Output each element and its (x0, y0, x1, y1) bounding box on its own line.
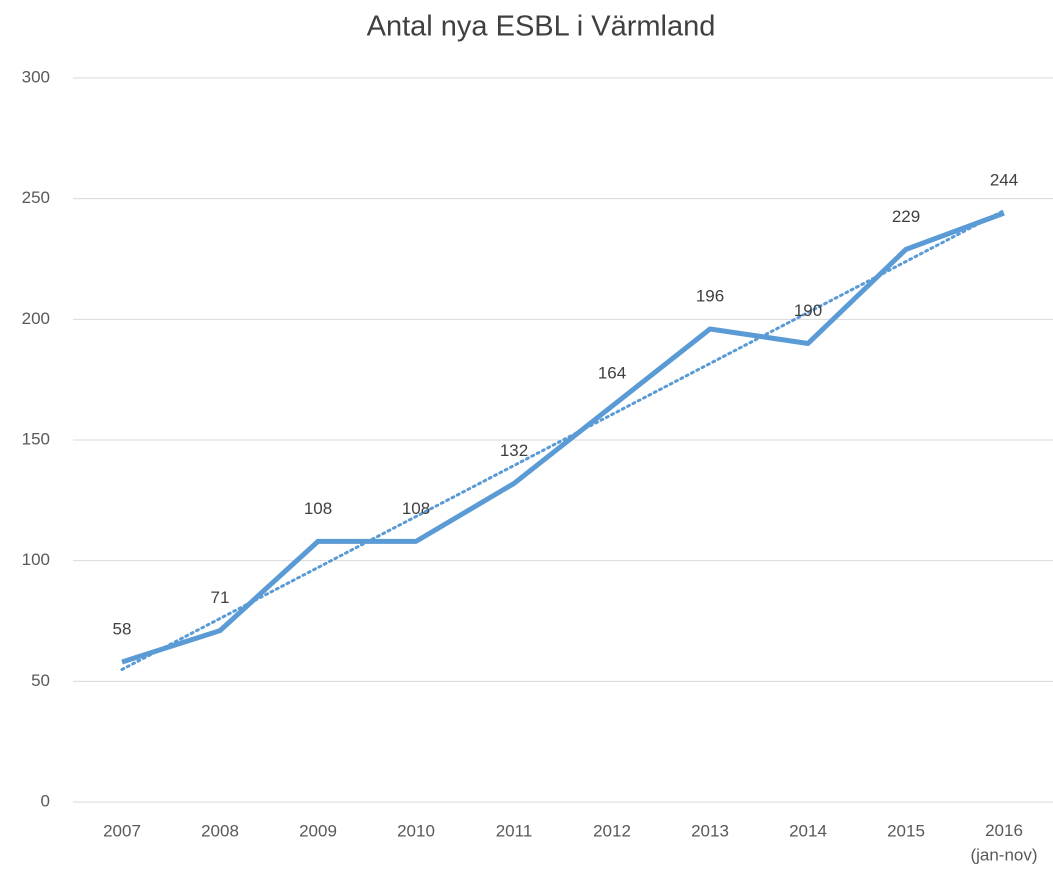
x-tick-label: 2008 (201, 821, 239, 840)
y-tick-label: 0 (41, 791, 50, 810)
x-tick-label: 2011 (496, 821, 533, 840)
x-tick-label: 2015 (887, 821, 925, 840)
data-label: 71 (211, 588, 230, 607)
data-label: 164 (598, 364, 626, 383)
y-tick-label: 100 (22, 550, 50, 569)
x-tick-label: 2007 (103, 821, 141, 840)
data-label: 244 (990, 171, 1018, 190)
x-tick-label: 2009 (299, 821, 337, 840)
data-label: 229 (892, 207, 920, 226)
y-tick-label: 50 (31, 671, 50, 690)
y-tick-label: 150 (22, 429, 50, 448)
x-tick-label: 2013 (691, 821, 729, 840)
data-line (121, 210, 1005, 665)
data-label: 58 (113, 620, 132, 639)
x-tick-label: 2016 (jan-nov) (970, 821, 1037, 865)
trendline (120, 208, 1006, 672)
x-tick-label: 2012 (593, 821, 631, 840)
x-tick-label: 2010 (397, 821, 435, 840)
chart-title: Antal nya ESBL i Värmland (367, 11, 716, 43)
y-tick-label: 200 (22, 309, 50, 328)
data-label: 196 (696, 286, 724, 305)
data-label: 108 (402, 499, 430, 518)
y-tick-label: 250 (22, 188, 50, 207)
x-tick-label: 2014 (789, 821, 827, 840)
data-label: 132 (500, 441, 528, 460)
data-label: 108 (304, 499, 332, 518)
data-label: 190 (794, 301, 822, 320)
y-tick-label: 300 (22, 67, 50, 86)
